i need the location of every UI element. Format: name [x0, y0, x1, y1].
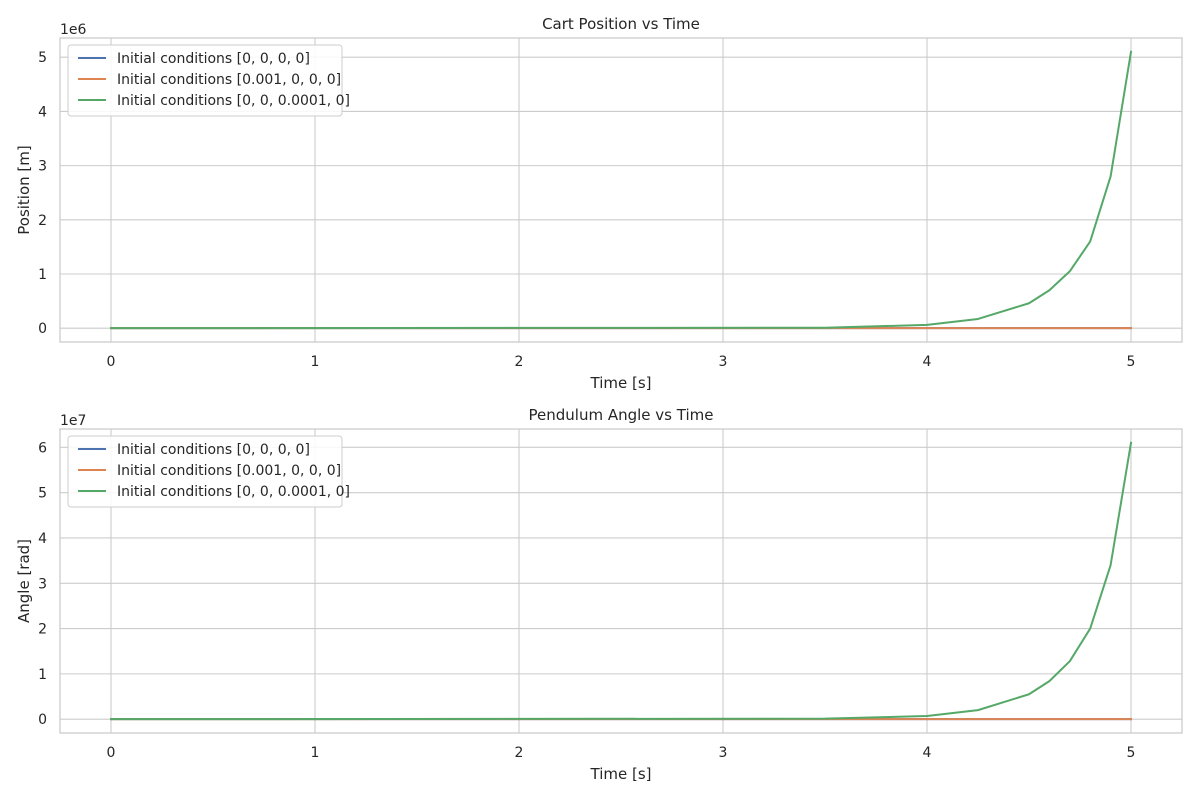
x-tick-label: 4 — [923, 745, 932, 761]
x-axis-label: Time [s] — [590, 765, 652, 783]
y-tick-label: 5 — [38, 50, 47, 66]
chart-2: 0 1 2 3 4 5 0 1 2 3 4 5 6 Pendulum Angle vs Time Time … — [15, 406, 1183, 783]
x-tick-label: 5 — [1127, 354, 1136, 370]
legend: Initial conditions [0, 0, 0, 0] Initial c… — [67, 435, 350, 508]
chart-title: Pendulum Angle vs Time — [529, 406, 714, 424]
x-tick-label: 0 — [107, 354, 116, 370]
y-tick-label: 4 — [38, 104, 47, 120]
y-tick-label: 6 — [38, 440, 47, 456]
legend-label-3: Initial conditions [0, 0, 0.0001, 0] — [117, 484, 350, 500]
x-tick-label: 3 — [719, 354, 728, 370]
y-tick-label: 4 — [38, 531, 47, 547]
x-tick-label: 3 — [719, 745, 728, 761]
y-tick-label: 2 — [38, 622, 47, 638]
y-tick-label: 1 — [38, 267, 47, 283]
legend-label-1: Initial conditions [0, 0, 0, 0] — [117, 51, 310, 67]
chart-title: Cart Position vs Time — [542, 15, 700, 33]
x-tick-label: 5 — [1127, 745, 1136, 761]
x-tick-label: 1 — [311, 354, 320, 370]
x-axis-label: Time [s] — [590, 374, 652, 392]
x-tick-label: 0 — [107, 745, 116, 761]
legend-label-3: Initial conditions [0, 0, 0.0001, 0] — [117, 93, 350, 109]
series-line-3 — [109, 50, 1133, 330]
axes-frame — [59, 37, 1183, 343]
series-line-3 — [109, 441, 1133, 721]
legend-box — [67, 435, 343, 508]
y-tick-label: 0 — [38, 712, 47, 728]
y-offset-label: 1e6 — [60, 22, 87, 38]
legend-label-2: Initial conditions [0.001, 0, 0, 0] — [117, 72, 341, 88]
legend-box — [67, 44, 343, 117]
legend-label-1: Initial conditions [0, 0, 0, 0] — [117, 442, 310, 458]
legend: Initial conditions [0, 0, 0, 0] Initial c… — [67, 44, 350, 117]
x-tick-label: 2 — [515, 354, 524, 370]
y-tick-label: 3 — [38, 159, 47, 175]
x-tick-label: 4 — [923, 354, 932, 370]
y-axis-label: Angle [rad] — [15, 539, 33, 623]
axes-frame — [59, 428, 1183, 734]
y-axis-label: Position [m] — [15, 145, 33, 235]
y-tick-label: 1 — [38, 667, 47, 683]
y-offset-label: 1e7 — [60, 413, 86, 429]
y-tick-label: 5 — [38, 486, 47, 502]
x-tick-label: 1 — [311, 745, 320, 761]
legend-label-2: Initial conditions [0.001, 0, 0, 0] — [117, 463, 341, 479]
chart-1: 0 1 2 3 4 5 0 1 2 3 4 5 Cart Position vs Time Time [s… — [15, 15, 1183, 392]
y-tick-label: 2 — [38, 213, 47, 229]
y-tick-label: 0 — [38, 321, 47, 337]
x-tick-label: 2 — [515, 745, 524, 761]
y-tick-label: 3 — [38, 576, 47, 592]
